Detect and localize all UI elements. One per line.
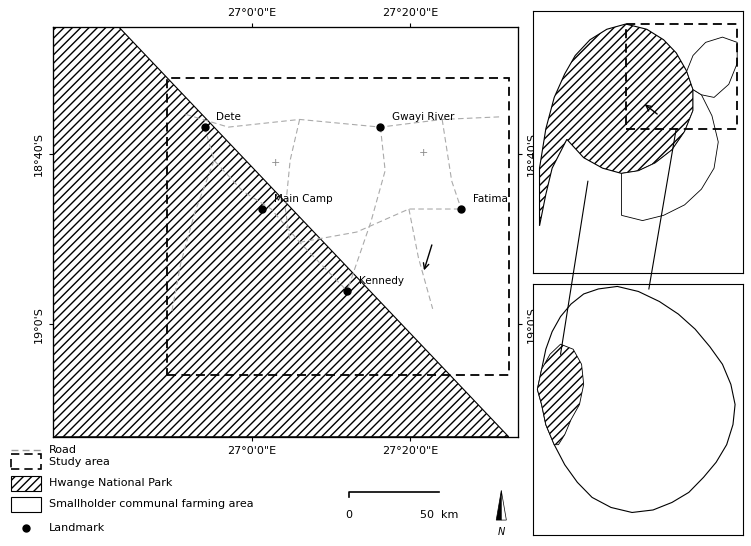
Polygon shape (539, 24, 693, 226)
Polygon shape (53, 27, 508, 437)
Polygon shape (496, 491, 502, 520)
Text: Dete: Dete (216, 112, 241, 122)
Text: Study area: Study area (49, 457, 110, 467)
Polygon shape (502, 491, 506, 520)
Text: Main Camp: Main Camp (273, 194, 332, 204)
Text: Landmark: Landmark (49, 523, 105, 533)
Text: Gwayi River: Gwayi River (392, 112, 454, 122)
Bar (11, 476, 41, 491)
Text: Kennedy: Kennedy (359, 276, 404, 286)
Text: Hwange National Park: Hwange National Park (49, 478, 172, 488)
Polygon shape (622, 90, 718, 221)
Polygon shape (538, 287, 735, 513)
Polygon shape (538, 344, 584, 444)
Text: 50  km: 50 km (420, 510, 459, 520)
Bar (11, 454, 41, 470)
Bar (11, 497, 41, 512)
Text: Fatima: Fatima (473, 194, 508, 204)
Text: +: + (418, 148, 428, 158)
Text: 0: 0 (345, 510, 352, 520)
Text: +: + (271, 158, 281, 168)
Text: N: N (498, 527, 505, 537)
Text: Road: Road (49, 445, 77, 455)
Text: Smallholder communal farming area: Smallholder communal farming area (49, 500, 253, 509)
Polygon shape (686, 37, 737, 97)
Bar (167, 79, 508, 376)
Bar (626, 24, 737, 129)
